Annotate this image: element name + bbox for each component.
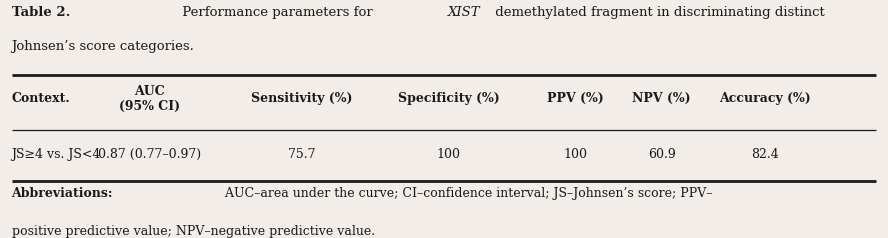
Text: Table 2.: Table 2. (12, 6, 70, 19)
Text: 60.9: 60.9 (647, 148, 676, 161)
Text: NPV (%): NPV (%) (632, 92, 691, 105)
Text: Johnsen’s score categories.: Johnsen’s score categories. (12, 40, 194, 54)
Text: 75.7: 75.7 (289, 148, 315, 161)
Text: Performance parameters for: Performance parameters for (178, 6, 377, 19)
Text: AUC–area under the curve; CI–confidence interval; JS–Johnsen’s score; PPV–: AUC–area under the curve; CI–confidence … (221, 187, 713, 200)
Text: AUC
(95% CI): AUC (95% CI) (119, 85, 179, 113)
Text: 82.4: 82.4 (751, 148, 780, 161)
Text: 0.87 (0.77–0.97): 0.87 (0.77–0.97) (98, 148, 201, 161)
Text: Accuracy (%): Accuracy (%) (719, 92, 812, 105)
Text: Sensitivity (%): Sensitivity (%) (251, 92, 353, 105)
Text: JS≥4 vs. JS<4: JS≥4 vs. JS<4 (12, 148, 101, 161)
Text: 100: 100 (563, 148, 588, 161)
Text: demethylated fragment in discriminating distinct: demethylated fragment in discriminating … (491, 6, 825, 19)
Text: PPV (%): PPV (%) (547, 92, 604, 105)
Text: positive predictive value; NPV–negative predictive value.: positive predictive value; NPV–negative … (12, 225, 375, 238)
Text: 100: 100 (436, 148, 461, 161)
Text: Abbreviations:: Abbreviations: (12, 187, 113, 200)
Text: Specificity (%): Specificity (%) (398, 92, 499, 105)
Text: XIST: XIST (448, 6, 480, 19)
Text: Context.: Context. (12, 92, 70, 105)
